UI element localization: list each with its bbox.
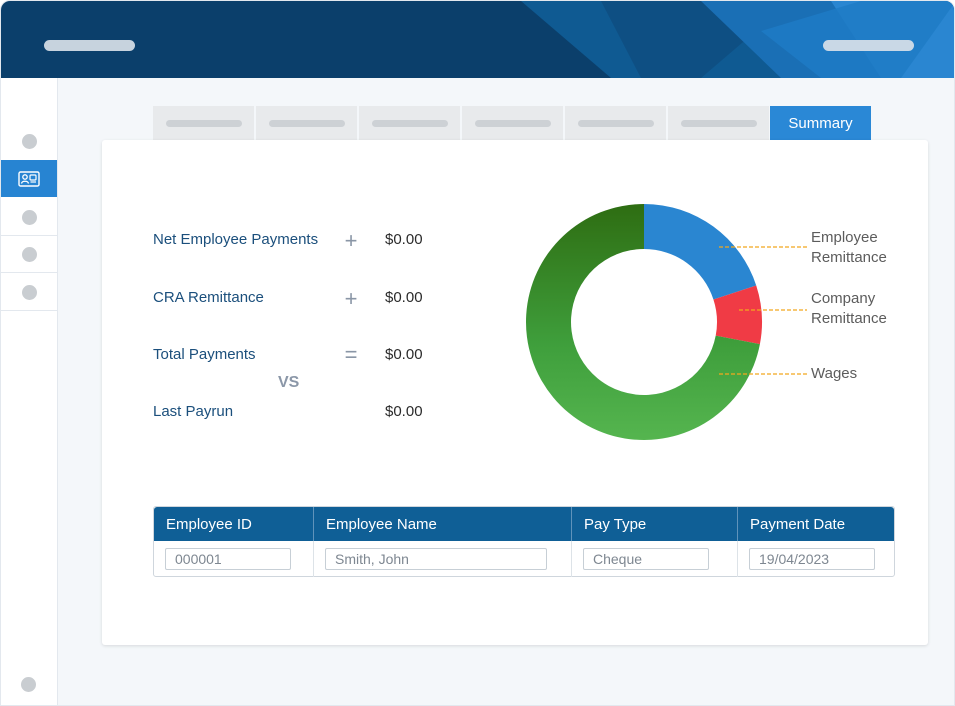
column-header-employee-id[interactable]: Employee ID — [154, 507, 314, 541]
total-payments-label: Total Payments — [153, 346, 256, 363]
employee-name-field[interactable]: Smith, John — [325, 548, 547, 570]
sidebar — [1, 78, 58, 705]
column-header-pay-type[interactable]: Pay Type — [572, 507, 738, 541]
sidebar-bottom-dot-icon[interactable] — [21, 677, 36, 692]
net-employee-payments-label: Net Employee Payments — [153, 231, 319, 248]
sidebar-item-3[interactable] — [1, 199, 57, 236]
legend-line: Wages — [811, 365, 858, 382]
tab-4[interactable] — [462, 106, 563, 140]
pay-type-field[interactable]: Cheque — [583, 548, 709, 570]
sidebar-item-4[interactable] — [1, 236, 57, 273]
header-decoration — [521, 1, 954, 78]
header-title-placeholder — [44, 40, 135, 51]
sidebar-dot-icon — [21, 134, 37, 149]
tab-summary-label: Summary — [788, 114, 853, 132]
donut-slice-company-remittance — [713, 285, 762, 345]
last-payrun-label: Last Payrun — [153, 403, 234, 420]
legend-line: Remittance — [811, 310, 887, 327]
table-cell: Cheque — [572, 541, 738, 577]
total-payments-value: $0.00 — [385, 346, 423, 363]
last-payrun-value: $0.00 — [385, 403, 423, 420]
employee-card-icon — [18, 170, 40, 187]
tab-3[interactable] — [359, 106, 460, 140]
tab-2[interactable] — [256, 106, 357, 140]
employee-id-field[interactable]: 000001 — [165, 548, 291, 570]
table-cell: 19/04/2023 — [738, 541, 894, 577]
plus-operator: + — [344, 228, 358, 253]
header-user-placeholder[interactable] — [823, 40, 914, 51]
donut-slice-wages — [526, 204, 760, 440]
top-header — [1, 1, 954, 78]
payments-donut-chart — [526, 204, 762, 440]
plus-operator: + — [344, 286, 358, 311]
legend-line: Company — [811, 290, 876, 307]
column-header-payment-date[interactable]: Payment Date — [738, 507, 894, 541]
sidebar-item-employees[interactable] — [1, 160, 57, 197]
equals-operator: = — [344, 342, 358, 367]
cra-remittance-value: $0.00 — [385, 289, 423, 306]
cra-remittance-label: CRA Remittance — [153, 289, 264, 306]
sidebar-item-5[interactable] — [1, 274, 57, 311]
sidebar-dot-icon — [21, 246, 37, 262]
legend-employee-remittance: Employee Remittance — [811, 228, 887, 268]
employee-payments-table: Employee ID Employee Name Pay Type Payme… — [153, 506, 895, 577]
legend-wages: Wages — [811, 364, 857, 384]
table-cell: Smith, John — [314, 541, 572, 577]
vs-label: VS — [278, 374, 300, 391]
tab-5[interactable] — [565, 106, 666, 140]
net-employee-payments-value: $0.00 — [385, 231, 423, 248]
sidebar-dot-icon — [21, 209, 37, 225]
legend-company-remittance: Company Remittance — [811, 289, 887, 329]
sidebar-dot-icon — [21, 284, 37, 300]
sidebar-item-1[interactable] — [1, 123, 57, 160]
legend-line: Employee — [811, 229, 878, 246]
tab-summary[interactable]: Summary — [770, 106, 871, 140]
tab-6[interactable] — [668, 106, 769, 140]
donut-slice-employee-remittance — [644, 204, 757, 300]
legend-line: Remittance — [811, 249, 887, 266]
table-cell: 000001 — [154, 541, 314, 577]
tab-1[interactable] — [153, 106, 254, 140]
column-header-employee-name[interactable]: Employee Name — [314, 507, 572, 541]
payment-date-field[interactable]: 19/04/2023 — [749, 548, 875, 570]
